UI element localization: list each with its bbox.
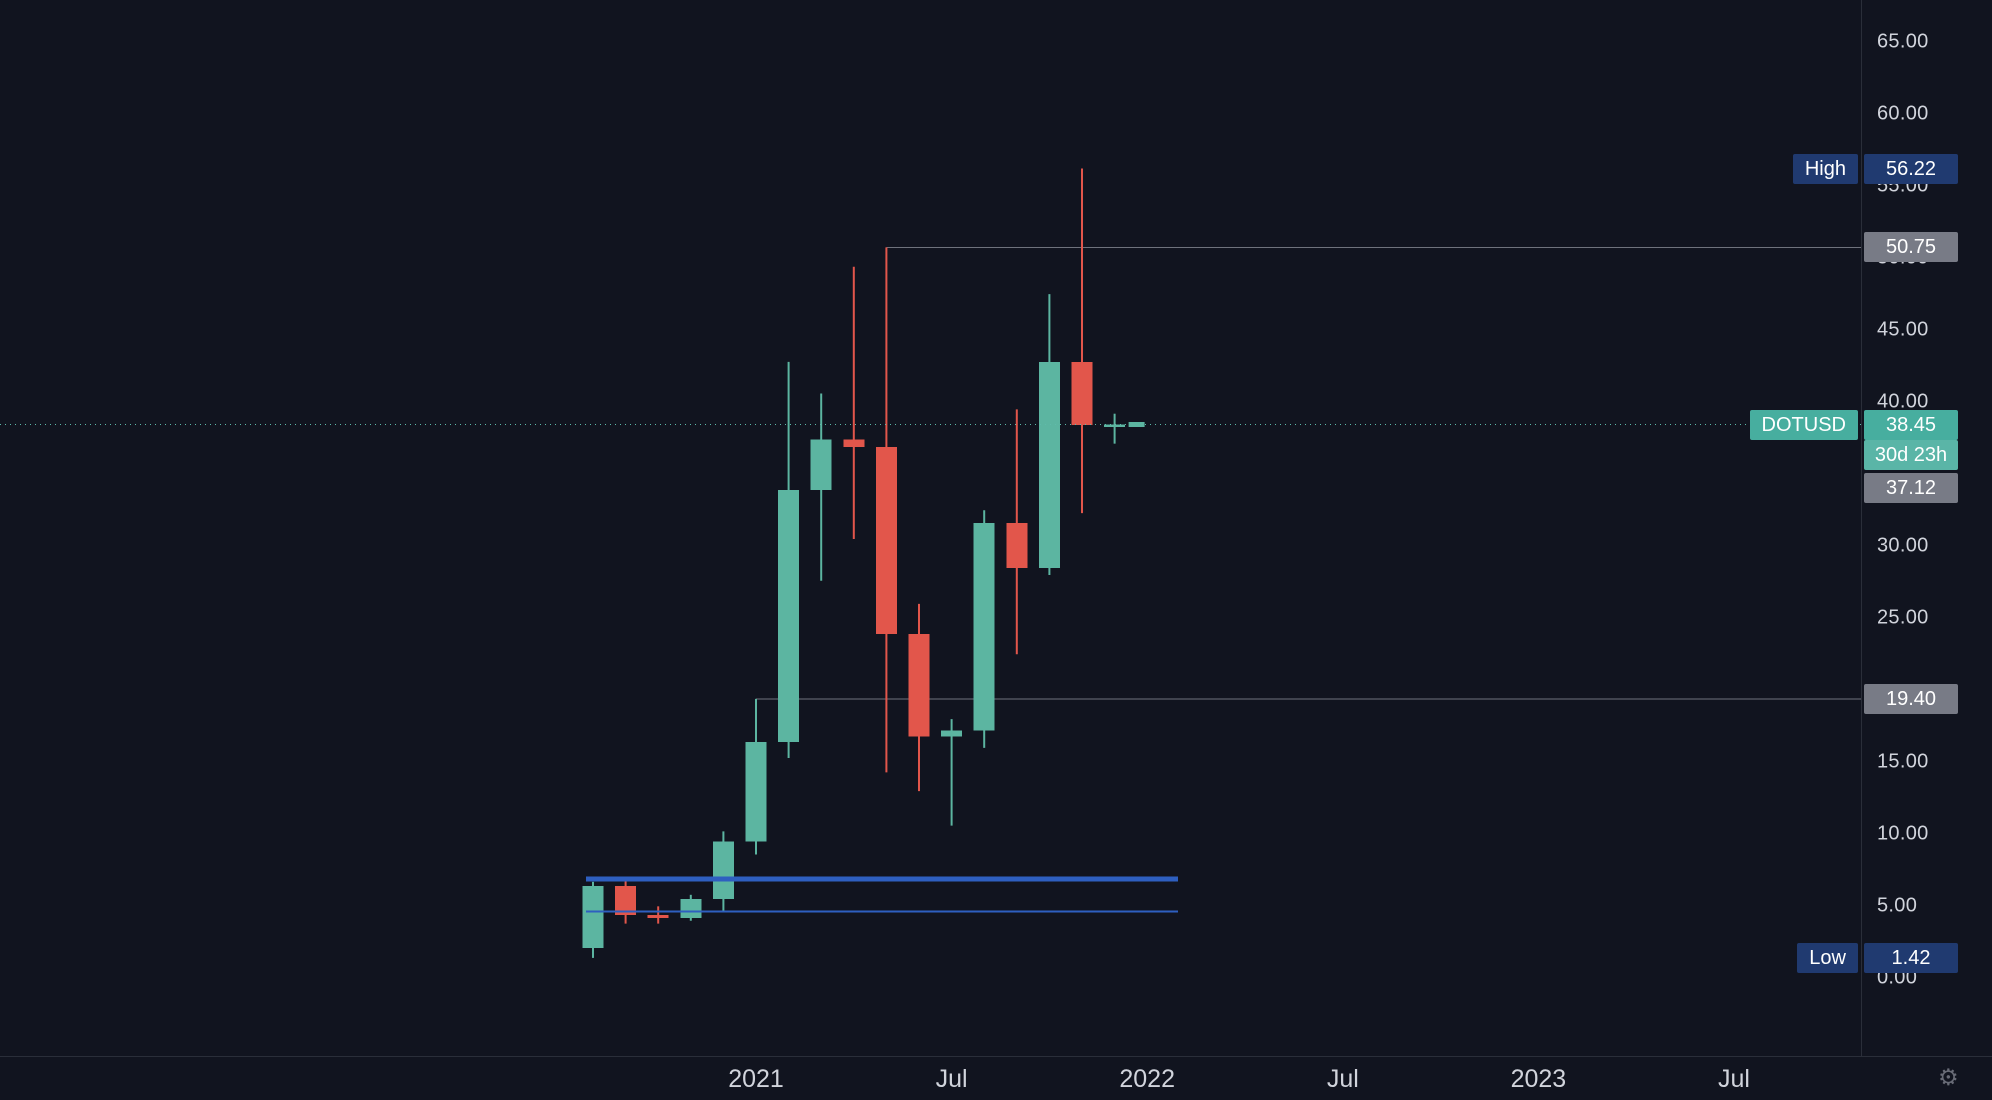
candle-body (875, 446, 897, 635)
low-marker-label: Low (1797, 942, 1858, 973)
candle-body (1006, 523, 1028, 568)
price-tick: 40.00 (1877, 390, 1929, 413)
candle-body (712, 841, 734, 900)
price-axis[interactable]: 65.0060.0055.0050.0045.0040.0030.0025.00… (1862, 0, 1992, 1056)
price-tick: 5.00 (1877, 894, 1918, 917)
candle-2021-04 (843, 266, 865, 540)
candle-2021-01 (745, 698, 767, 855)
price-tick: 65.00 (1877, 30, 1929, 53)
candle-2021-10 (1038, 294, 1060, 576)
price-level-badge[interactable]: 19.40 (1864, 683, 1958, 714)
candle-2021-06 (908, 603, 930, 792)
candle-body (843, 439, 865, 447)
candle-2021-12 (1104, 413, 1126, 444)
candle-body (582, 886, 604, 949)
price-tick: 30.00 (1877, 534, 1929, 557)
candle-2020-12 (712, 831, 734, 913)
candle-2020-09 (615, 877, 637, 924)
candle-2021-07 (941, 719, 963, 826)
time-tick-2023: 2023 (1510, 1065, 1567, 1093)
high-value-badge: 56.22 (1864, 153, 1958, 184)
price-tick: 15.00 (1877, 750, 1929, 773)
candle-body (745, 742, 767, 842)
candle-2020-11 (680, 894, 702, 921)
price-axis-separator[interactable] (1861, 0, 1862, 1056)
candle-countdown-badge: 30d 23h (1864, 439, 1958, 470)
time-tick-2021: 2021 (728, 1065, 784, 1093)
candle-2021-05 (875, 247, 897, 773)
time-tick-jul: Jul (1326, 1065, 1359, 1093)
time-axis[interactable]: 2021 Jul 2022 Jul 2023 Jul ⚙ (0, 1057, 1992, 1100)
candle-2020-10 (647, 906, 669, 924)
price-level-badge[interactable]: 37.12 (1864, 472, 1958, 503)
candle-body (810, 439, 832, 491)
candle-body (1104, 424, 1126, 428)
current-price-badge: 38.45 (1864, 409, 1958, 440)
time-tick-2022: 2022 (1119, 1065, 1175, 1093)
price-tick: 45.00 (1877, 318, 1929, 341)
candle-body (680, 899, 702, 918)
candle-2021-09 (1006, 409, 1028, 655)
candlestick-plot (0, 168, 1861, 958)
high-marker-label: High (1792, 153, 1858, 184)
time-tick-jul: Jul (935, 1065, 968, 1093)
candle-2020-08 (582, 881, 604, 958)
low-value-badge: 1.42 (1864, 942, 1958, 973)
symbol-price-label: DOTUSD (1749, 409, 1858, 440)
axis-settings-gear-icon[interactable]: ⚙ (1938, 1065, 1959, 1091)
candle-body (778, 490, 800, 743)
candle-2021-03 (810, 393, 832, 581)
candle-2021-02 (778, 361, 800, 758)
candle-body (615, 886, 637, 915)
time-axis-separator[interactable] (0, 1056, 1992, 1057)
candle-body (1071, 361, 1093, 426)
candle-body (908, 634, 930, 737)
price-level-badge[interactable]: 50.75 (1864, 232, 1958, 263)
candle-body (1038, 361, 1060, 568)
price-tick: 25.00 (1877, 606, 1929, 629)
candle-2021-08 (973, 510, 995, 748)
candle-body (647, 914, 669, 918)
price-tick: 60.00 (1877, 102, 1929, 125)
candle-2021-11 (1071, 168, 1093, 514)
time-tick-jul: Jul (1718, 1065, 1750, 1093)
chart-canvas[interactable]: High Low DOTUSD (0, 0, 1861, 1056)
candle-body (973, 523, 995, 731)
price-tick: 10.00 (1877, 822, 1929, 845)
candle-body (941, 730, 963, 737)
